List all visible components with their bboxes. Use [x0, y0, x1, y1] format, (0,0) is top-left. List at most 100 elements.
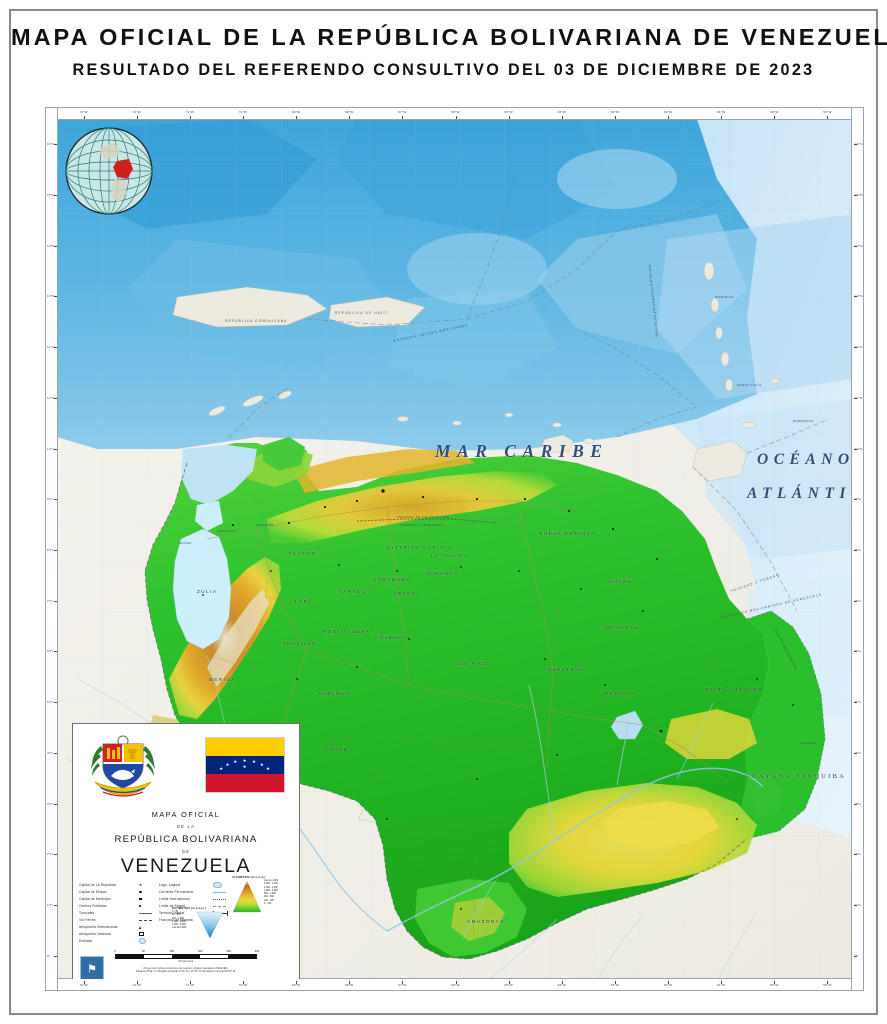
graticule-label-longitude: 66°W: [451, 983, 460, 987]
graticule-tick-latitude: [854, 195, 857, 196]
graticule-label-latitude: 6°N: [47, 649, 53, 654]
graticule-label-longitude: 70°W: [238, 983, 248, 987]
symbol-lake: [213, 882, 229, 889]
legend-keys: Capital de La República ★ Capital de Est…: [79, 882, 295, 944]
graticule-label-longitude: 59°W: [823, 983, 832, 987]
graticule-tick-latitude: [854, 448, 857, 450]
symbol-river-line: [213, 889, 229, 895]
graticule-tick-latitude: [854, 397, 857, 399]
graticule-tick-latitude: [854, 600, 857, 602]
state-label-portuguesa: PORTUGUESA: [323, 629, 371, 634]
state-label-yaracuy: YARACUY: [339, 589, 372, 594]
sea-label-atlantico: ATLÁNTICO: [747, 485, 852, 502]
graticule-tick-latitude: [854, 347, 857, 348]
graticule-label-latitude: 6°N: [855, 649, 861, 654]
graticule-label-latitude: 9°N: [855, 497, 861, 502]
sea-label-mar-caribe: MAR CARIBE: [435, 441, 609, 461]
island-label-curazao: CURAZAO: [217, 529, 236, 533]
symbol-road-line: [139, 910, 155, 916]
legend-item-corriente-permanente: Corriente Permanente: [159, 889, 229, 895]
graticule-label-latitude: 13°N: [47, 294, 55, 299]
cartouche-title-line1: MAPA OFICIAL: [151, 810, 221, 819]
graticule-tick-latitude: [54, 854, 57, 855]
igvsb-logo: ⚑: [80, 956, 104, 979]
state-label-merida: MÉRIDA: [209, 677, 236, 682]
graticule-label-longitude: 72°W: [132, 983, 141, 987]
graticule-tick-latitude: [54, 702, 57, 703]
state-label-trujillo: TRUJILLO: [283, 641, 317, 646]
island-label-santa-lucia: SANTA LUCÍA: [737, 383, 762, 387]
graticule-label-latitude: 2°N: [855, 852, 861, 857]
graticule-label-latitude: 1°N: [47, 902, 53, 907]
map-artwork: [57, 119, 852, 979]
map-legend-cartouche[interactable]: ★ ★ ★ ★ ★ ★ ★ ★ MAPA OFICIAL DE: [72, 723, 300, 979]
graticule-gutter-left: [46, 108, 58, 990]
bathymetry-triangle: [196, 911, 224, 939]
graticule-tick-longitude: [189, 116, 191, 119]
graticule-tick-longitude: [827, 116, 829, 119]
graticule-label-latitude: 12°N: [47, 345, 55, 350]
island-label-barbados: BARBADOS: [793, 419, 814, 423]
graticule-tick-latitude: [854, 752, 857, 754]
graticule-label-longitude: 69°W: [291, 110, 301, 114]
graticule-tick-longitude: [349, 116, 350, 119]
state-label-carabobo: CARABOBO: [373, 577, 412, 582]
symbol-intl-border: [213, 896, 229, 902]
legend-item-capital-republica: Capital de La República ★: [79, 882, 155, 888]
map-canvas[interactable]: MAR CARIBE OCÉANO ATLÁNTICO REPÚBLICA DE…: [57, 119, 852, 979]
graticule-label-latitude: 14°N: [855, 243, 863, 248]
legend-item-via-ferrea: Vía Férrea: [79, 917, 155, 923]
graticule-label-longitude: 65°W: [504, 983, 513, 987]
state-label-nueva-esparta: NUEVA ESPARTA: [539, 531, 596, 536]
graticule-tick-longitude: [189, 981, 191, 984]
graticule-label-longitude: 59°W: [823, 110, 832, 114]
graticule-label-latitude: 7°N: [47, 598, 53, 603]
maritime-label-republica-dominicana: REPÚBLICA DOMINICANA: [225, 319, 288, 323]
graticule-tick-longitude: [561, 981, 563, 984]
map-frame[interactable]: MAR CARIBE OCÉANO ATLÁNTICO REPÚBLICA DE…: [45, 107, 864, 991]
legend-item-embalse: Embalse: [79, 938, 155, 944]
graticule-tick-longitude: [614, 116, 616, 119]
graticule-label-longitude: 63°W: [610, 110, 620, 114]
altimetry-legend: ALTIMETRÍA (m.s.n.m.): [232, 876, 296, 922]
graticule-label-latitude: 2°N: [47, 852, 53, 857]
graticule-tick-latitude: [854, 499, 857, 500]
graticule-tick-latitude: [854, 245, 857, 247]
graticule-tick-longitude: [455, 116, 457, 119]
symbol-rail-line: [139, 917, 155, 923]
graticule-label-longitude: 66°W: [451, 110, 460, 114]
graticule-label-latitude: 16°N: [855, 142, 863, 147]
graticule-tick-latitude: [54, 752, 57, 754]
scale-bar-ticks: 0 50 100 200 300 400: [114, 950, 260, 953]
cartouche-title-line3: REPÚBLICA BOLIVARIANA: [114, 834, 258, 845]
graticule-label-latitude: 7°N: [855, 598, 861, 603]
graticule-tick-longitude: [83, 981, 85, 984]
graticule-label-latitude: 9°N: [47, 497, 53, 502]
altimetry-title: ALTIMETRÍA (m.s.n.m.): [232, 876, 266, 879]
graticule-tick-latitude: [54, 955, 57, 957]
graticule-label-latitude: 10°N: [47, 446, 55, 451]
graticule-label-longitude: 68°W: [345, 110, 354, 114]
bathymetry-classes: 0 - 50 50 - 200 200 - 1.000 1.000 - 2.00…: [172, 911, 187, 930]
graticule-tick-latitude: [854, 296, 857, 298]
graticule-label-latitude: 15°N: [47, 193, 55, 198]
graticule-tick-latitude: [54, 448, 57, 450]
legend-column-left: Capital de La República ★ Capital de Est…: [79, 882, 155, 945]
state-label-zulia: ZULIA: [197, 589, 218, 594]
graticule-label-latitude: 1°N: [855, 902, 861, 907]
graticule-tick-longitude: [721, 981, 722, 984]
graticule-tick-latitude: [54, 144, 57, 145]
flag-band-red: [206, 773, 284, 792]
graticule-label-latitude: 4°N: [855, 750, 861, 755]
graticule-label-longitude: 60°W: [770, 110, 779, 114]
state-label-apure: APURE: [325, 747, 349, 752]
state-label-aragua: ARAGUA: [393, 591, 422, 596]
graticule-tick-longitude: [827, 981, 829, 984]
graticule-label-longitude: 61°W: [716, 110, 726, 114]
graticule-gutter-right: [851, 108, 863, 990]
island-label-dominica: DOMINICA: [715, 295, 734, 299]
graticule-label-longitude: 72°W: [132, 110, 141, 114]
graticule-tick-latitude: [854, 702, 857, 703]
graticule-label-latitude: 5°N: [855, 700, 861, 705]
graticule-label-longitude: 63°W: [610, 983, 620, 987]
